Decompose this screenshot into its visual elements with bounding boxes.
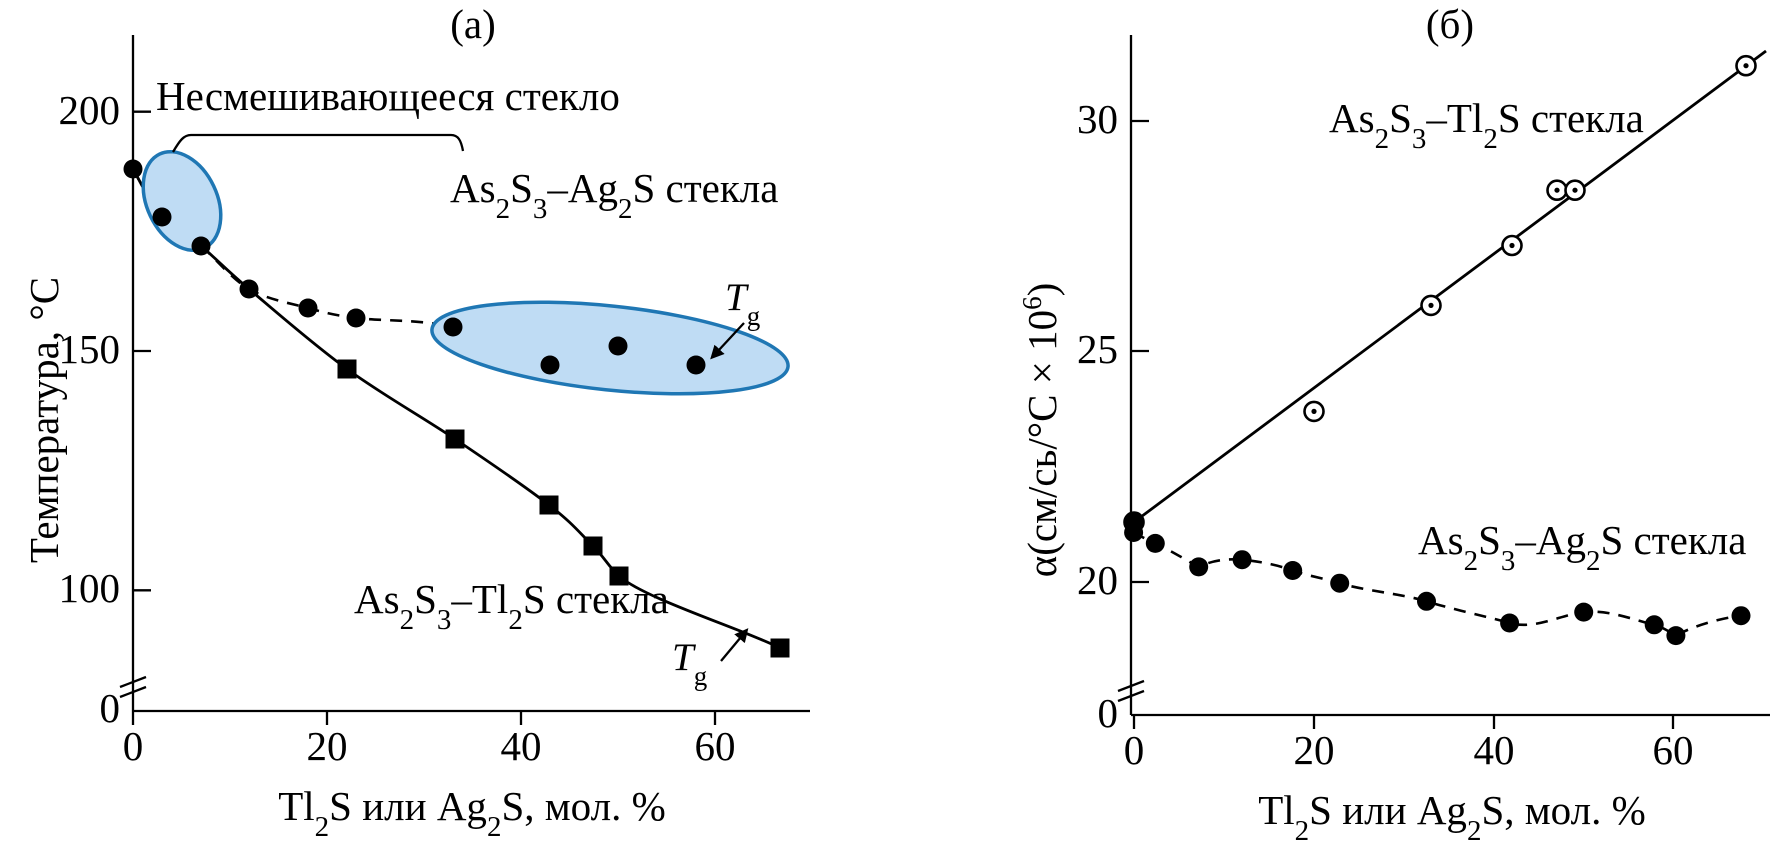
svg-text:(а): (а): [450, 1, 496, 47]
svg-text:20: 20: [1077, 557, 1118, 603]
svg-text:0: 0: [1098, 690, 1119, 736]
svg-text:100: 100: [59, 565, 121, 611]
svg-text:(б): (б): [1426, 1, 1474, 47]
svg-text:40: 40: [1474, 727, 1515, 773]
svg-text:0: 0: [100, 685, 121, 731]
svg-text:30: 30: [1077, 96, 1118, 142]
svg-text:α(см/сь/°С × 106): α(см/сь/°С × 106): [1017, 283, 1065, 577]
svg-text:60: 60: [1653, 727, 1694, 773]
svg-text:150: 150: [59, 326, 121, 372]
svg-text:20: 20: [1294, 727, 1335, 773]
svg-text:Несмешивающееся стекло: Несмешивающееся стекло: [156, 73, 620, 119]
svg-text:25: 25: [1077, 326, 1118, 372]
svg-text:200: 200: [59, 87, 121, 133]
svg-text:20: 20: [307, 723, 348, 769]
svg-text:60: 60: [695, 723, 736, 769]
svg-text:0: 0: [1124, 727, 1145, 773]
svg-text:0: 0: [123, 723, 144, 769]
svg-text:Температура, °С: Температура, °С: [21, 277, 67, 563]
svg-text:40: 40: [501, 723, 542, 769]
